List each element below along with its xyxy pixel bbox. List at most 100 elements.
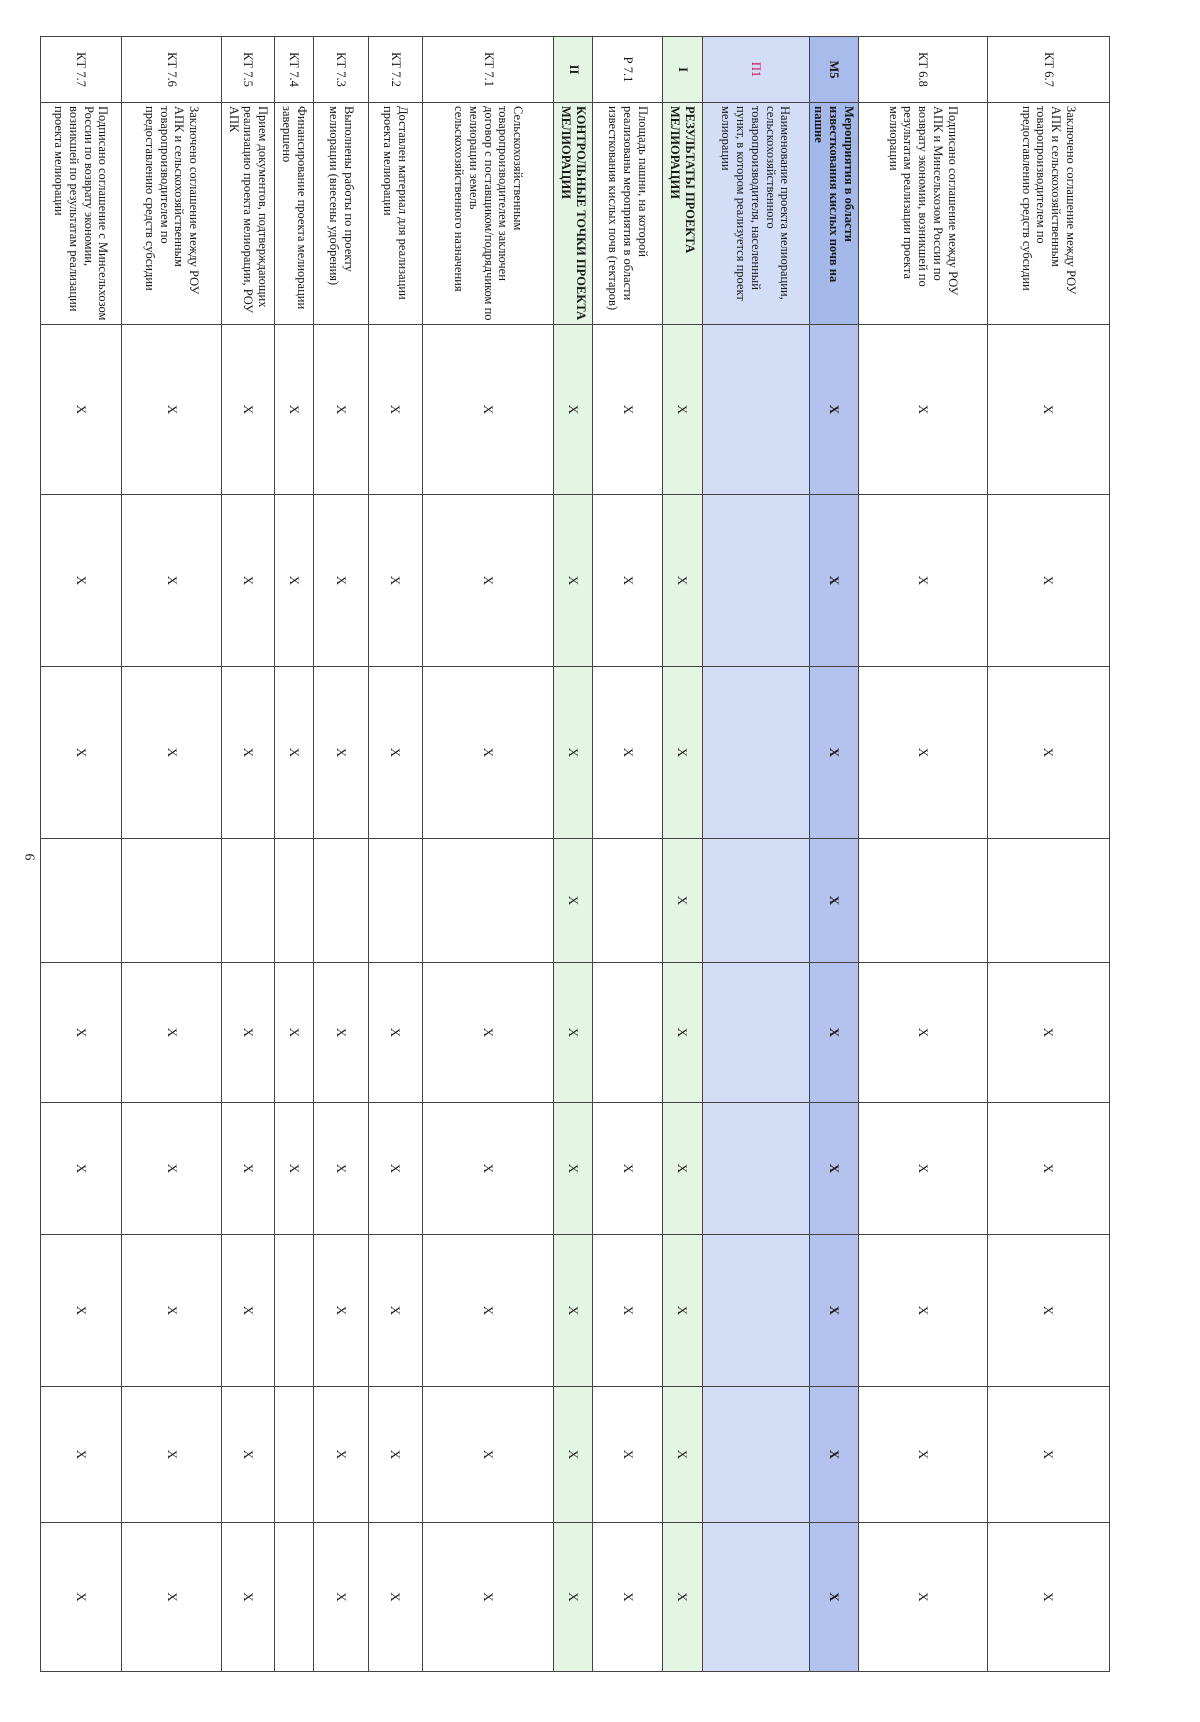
mark-cell bbox=[702, 1522, 810, 1672]
mark-cell: X bbox=[121, 1234, 222, 1387]
mark-cell: X bbox=[40, 494, 122, 667]
mark-cell: X bbox=[221, 1386, 275, 1523]
mark-cell: X bbox=[221, 666, 275, 839]
mark-cell: X bbox=[553, 962, 593, 1103]
mark-cell: X bbox=[368, 324, 423, 495]
mark-cell: X bbox=[809, 324, 859, 495]
page-number: 9 bbox=[23, 853, 39, 861]
mark-cell: X bbox=[553, 1102, 593, 1235]
mark-cell: X bbox=[313, 1102, 369, 1235]
mark-cell bbox=[702, 962, 810, 1103]
mark-cell: X bbox=[368, 666, 423, 839]
row-code: КТ 7.7 bbox=[40, 36, 122, 103]
mark-cell bbox=[274, 838, 314, 963]
mark-cell: X bbox=[592, 1386, 663, 1523]
mark-cell: X bbox=[313, 1386, 369, 1523]
mark-cell bbox=[221, 838, 275, 963]
mark-cell: X bbox=[987, 1522, 1110, 1672]
mark-cell: X bbox=[121, 494, 222, 667]
mark-cell: X bbox=[662, 666, 703, 839]
row-code: П1 bbox=[702, 36, 810, 103]
mark-cell bbox=[313, 838, 369, 963]
mark-cell: X bbox=[809, 494, 859, 667]
mark-cell bbox=[40, 838, 122, 963]
mark-cell: X bbox=[809, 1234, 859, 1387]
mark-cell: X bbox=[553, 1234, 593, 1387]
mark-cell: X bbox=[40, 962, 122, 1103]
mark-cell bbox=[702, 324, 810, 495]
mark-cell: X bbox=[313, 666, 369, 839]
row-code: КТ 7.5 bbox=[221, 36, 275, 103]
mark-cell: X bbox=[858, 494, 988, 667]
table-row: II КОНТРОЛЬНЫЕ ТОЧКИ ПРОЕКТА МЕЛИОРАЦИИ X X… bbox=[553, 36, 593, 1672]
mark-cell: X bbox=[987, 324, 1110, 495]
row-name: Наименование проекта мелиорации, сельско… bbox=[702, 102, 810, 325]
mark-cell: X bbox=[221, 494, 275, 667]
mark-cell: X bbox=[221, 1102, 275, 1235]
mark-cell: X bbox=[121, 1522, 222, 1672]
mark-cell bbox=[702, 494, 810, 667]
table-row: КТ 7.4 Финансирование проекта мелиорации … bbox=[274, 36, 314, 1672]
mark-cell: X bbox=[121, 324, 222, 495]
row-name: Выполнены работы по проекту мелиорации (… bbox=[313, 102, 369, 325]
mark-cell: X bbox=[422, 324, 554, 495]
mark-cell: X bbox=[368, 1386, 423, 1523]
row-name: РЕЗУЛЬТАТЫ ПРОЕКТА МЕЛИОРАЦИИ bbox=[662, 102, 703, 325]
table-row: I РЕЗУЛЬТАТЫ ПРОЕКТА МЕЛИОРАЦИИ X X X X X X X X X bbox=[662, 36, 703, 1672]
mark-cell: X bbox=[858, 1234, 988, 1387]
mark-cell: X bbox=[40, 666, 122, 839]
mark-cell: X bbox=[274, 1102, 314, 1235]
mark-cell bbox=[987, 838, 1110, 963]
mark-cell: X bbox=[422, 1234, 554, 1387]
mark-cell: X bbox=[121, 962, 222, 1103]
mark-cell: X bbox=[313, 962, 369, 1103]
mark-cell: X bbox=[858, 1522, 988, 1672]
table-row: КТ 7.7 Подписано соглашение с Минсельхозо… bbox=[40, 36, 122, 1672]
mark-cell: X bbox=[662, 1234, 703, 1387]
mark-cell: X bbox=[987, 1102, 1110, 1235]
mark-cell: X bbox=[662, 962, 703, 1103]
row-code: М5 bbox=[809, 36, 859, 103]
mark-cell: X bbox=[221, 324, 275, 495]
mark-cell: X bbox=[368, 494, 423, 667]
mark-cell bbox=[368, 838, 423, 963]
mark-cell: X bbox=[592, 1102, 663, 1235]
mark-cell: X bbox=[662, 324, 703, 495]
mark-cell: X bbox=[40, 1386, 122, 1523]
mark-cell: X bbox=[592, 324, 663, 495]
mark-cell: X bbox=[121, 1102, 222, 1235]
row-code: КТ 6.8 bbox=[858, 36, 988, 103]
mark-cell: X bbox=[422, 494, 554, 667]
table-row: КТ 7.3 Выполнены работы по проекту мелиор… bbox=[313, 36, 369, 1672]
mark-cell: X bbox=[121, 1386, 222, 1523]
mark-cell: X bbox=[662, 1102, 703, 1235]
mark-cell bbox=[121, 838, 222, 963]
mark-cell bbox=[592, 962, 663, 1103]
table-row: Р 7.1 Площадь пашни, на которой реализова… bbox=[592, 36, 663, 1672]
mark-cell: X bbox=[274, 962, 314, 1103]
mark-cell: X bbox=[809, 666, 859, 839]
mark-cell: X bbox=[809, 1386, 859, 1523]
mark-cell bbox=[592, 838, 663, 963]
row-name: Финансирование проекта мелиорации заверш… bbox=[274, 102, 314, 325]
mark-cell: X bbox=[858, 1386, 988, 1523]
mark-cell: X bbox=[553, 666, 593, 839]
mark-cell: X bbox=[987, 494, 1110, 667]
mark-cell bbox=[422, 838, 554, 963]
mark-cell: X bbox=[809, 962, 859, 1103]
mark-cell bbox=[702, 1386, 810, 1523]
roadmap-table: КТ 6.7 Заключено соглашение между РОУ АПК… bbox=[40, 36, 1110, 1672]
mark-cell bbox=[858, 838, 988, 963]
row-code: КТ 7.4 bbox=[274, 36, 314, 103]
row-name: Площадь пашни, на которой реализованы ме… bbox=[592, 102, 663, 325]
mark-cell: X bbox=[274, 666, 314, 839]
mark-cell: X bbox=[368, 962, 423, 1103]
rotated-page-content: КТ 6.7 Заключено соглашение между РОУ АПК… bbox=[40, 36, 1110, 1672]
row-code: КТ 7.2 bbox=[368, 36, 423, 103]
row-name: Заключено соглашение между РОУ АПК и сел… bbox=[987, 102, 1110, 325]
row-name: Подписано соглашение между РОУ АПК и Мин… bbox=[858, 102, 988, 325]
mark-cell: X bbox=[313, 324, 369, 495]
mark-cell: X bbox=[40, 324, 122, 495]
mark-cell: X bbox=[422, 962, 554, 1103]
row-code: КТ 7.3 bbox=[313, 36, 369, 103]
